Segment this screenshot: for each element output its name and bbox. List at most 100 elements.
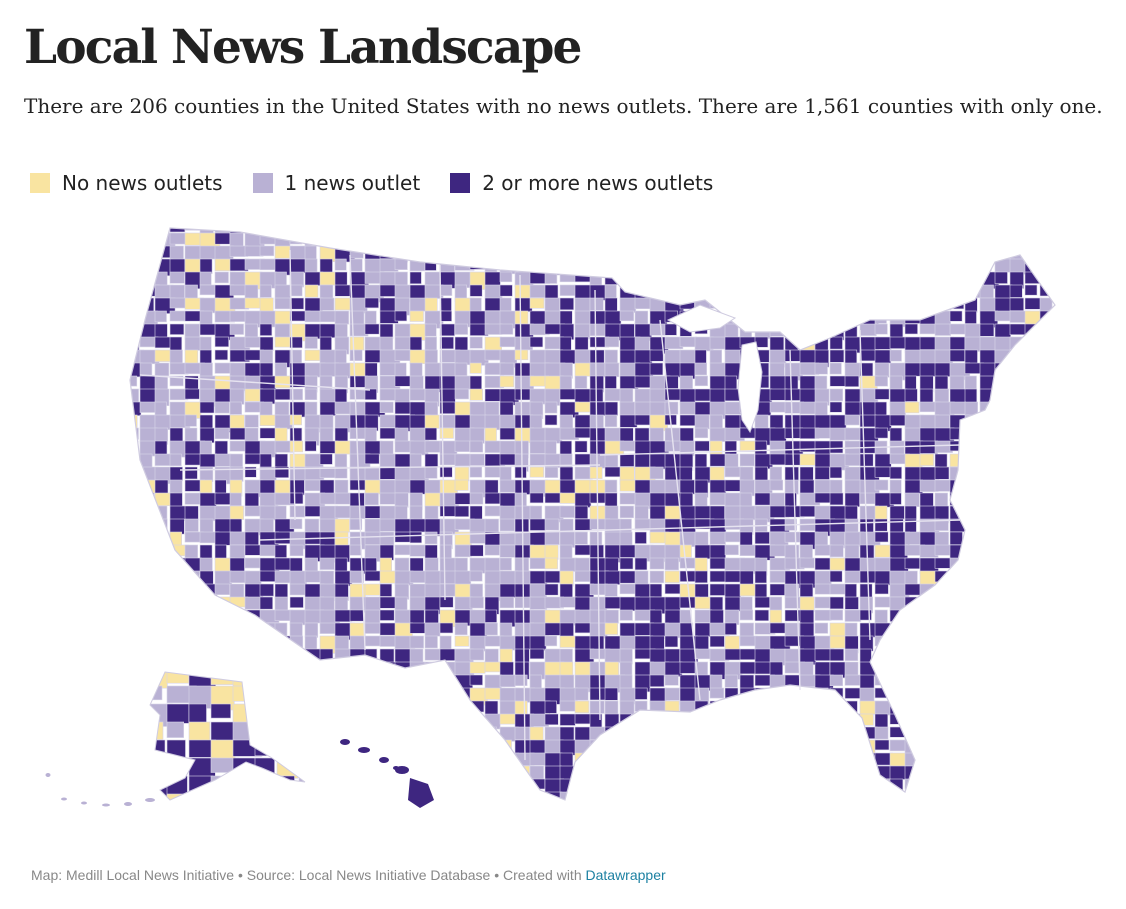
county-cell [184, 349, 199, 365]
county-cell [379, 674, 401, 688]
county-cell [469, 336, 483, 349]
county-cell [979, 583, 996, 597]
county-cell [784, 271, 798, 287]
county-cell [169, 310, 187, 322]
county-cell [439, 713, 457, 730]
county-cell [844, 453, 861, 466]
county-cell [364, 713, 378, 730]
county-cell [184, 635, 202, 652]
county-cell [514, 258, 535, 271]
county-cell [845, 805, 856, 815]
county-cell [1009, 583, 1030, 597]
county-cell [934, 713, 947, 729]
county-cell [754, 596, 770, 608]
county-cell [724, 245, 744, 259]
county-cell [254, 739, 277, 757]
county-cell [1054, 505, 1055, 518]
county-cell [889, 726, 911, 738]
county-cell [904, 492, 920, 507]
county-cell [619, 609, 633, 621]
county-cell [950, 805, 967, 815]
county-cell [544, 765, 562, 780]
county-cell [334, 752, 351, 771]
county-cell [979, 596, 995, 611]
county-cell [874, 479, 889, 491]
county-cell [814, 427, 831, 439]
county-cell [514, 245, 528, 257]
county-cell [979, 228, 996, 234]
county-cell [154, 310, 167, 323]
county-cell [394, 310, 408, 322]
county-cell [214, 609, 228, 627]
county-cell [574, 778, 590, 795]
county-cell [244, 414, 259, 428]
county-cell [484, 739, 498, 753]
county-cell [979, 544, 994, 557]
county-cell [289, 258, 306, 274]
county-cell [994, 284, 1013, 300]
county-cell [964, 596, 978, 614]
county-cell [1009, 323, 1027, 335]
county-cell [1039, 375, 1055, 394]
county-cell [694, 284, 707, 302]
county-cell [364, 661, 384, 675]
county-cell [889, 466, 902, 480]
county-cell [934, 739, 947, 755]
county-cell [964, 661, 979, 677]
county-cell [484, 349, 503, 361]
county-cell [439, 336, 454, 350]
county-cell [229, 440, 248, 452]
county-cell [409, 713, 427, 725]
county-cell [364, 336, 381, 352]
county-cell [154, 336, 172, 349]
county-cell [814, 297, 831, 309]
county-cell [276, 703, 305, 727]
county-cell [379, 232, 393, 249]
county-cell [229, 453, 243, 468]
county-cell [1024, 778, 1040, 794]
county-cell [514, 791, 536, 800]
datawrapper-link[interactable]: Datawrapper [585, 867, 666, 883]
county-cell [949, 674, 963, 692]
county-cell [320, 805, 338, 815]
county-cell [529, 687, 546, 703]
county-cell [784, 284, 806, 301]
county-cell [199, 310, 213, 326]
county-cell [829, 648, 844, 662]
county-cell [619, 349, 636, 365]
county-cell [559, 375, 572, 390]
county-cell [799, 228, 813, 234]
county-cell [454, 622, 468, 636]
county-cell [664, 765, 677, 784]
county-cell [574, 700, 590, 714]
county-cell [964, 518, 978, 532]
county-cell [559, 557, 578, 572]
county-cell [979, 622, 1000, 640]
county-cell [754, 752, 773, 766]
county-cell [289, 544, 304, 557]
county-cell [169, 570, 187, 588]
county-cell [799, 544, 813, 559]
county-cell [394, 531, 412, 543]
county-cell [139, 362, 153, 376]
county-cell [304, 388, 318, 401]
county-cell [184, 622, 201, 638]
county-cell [484, 245, 499, 262]
county-cell [604, 791, 619, 800]
county-cell [664, 687, 680, 701]
county-cell [949, 349, 965, 362]
county-cell [499, 557, 512, 571]
county-cell [1009, 596, 1024, 610]
county-cell [784, 700, 798, 717]
county-cell [799, 687, 813, 700]
county-cell [1054, 661, 1055, 677]
county-cell [799, 453, 816, 466]
county-cell [289, 739, 309, 758]
county-cell [574, 531, 588, 545]
county-cell [919, 752, 940, 766]
county-cell [304, 674, 323, 686]
county-cell [1054, 336, 1055, 354]
county-cell [829, 544, 844, 558]
county-cell [1009, 375, 1029, 389]
county-cell [184, 492, 202, 505]
